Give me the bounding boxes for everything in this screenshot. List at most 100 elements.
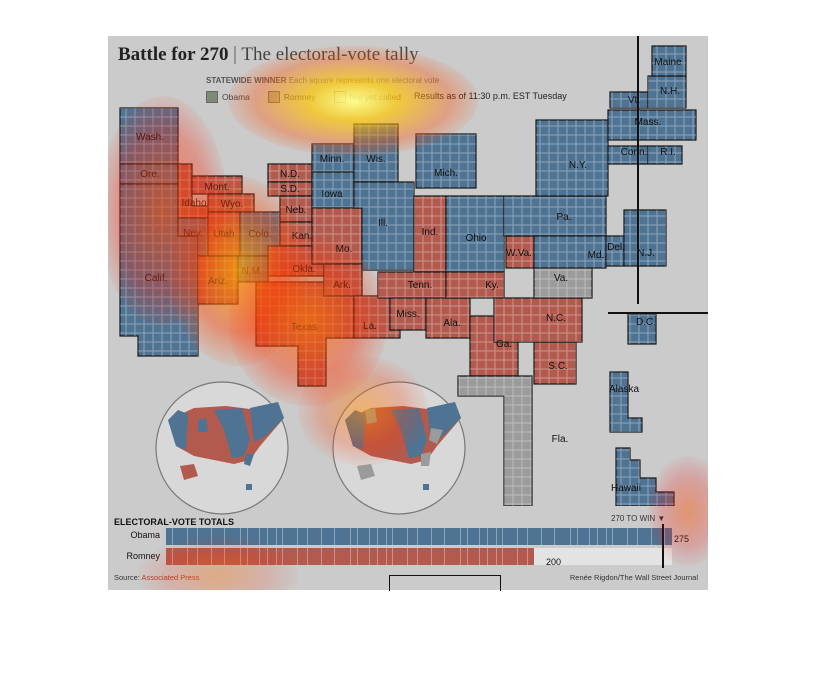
romney-bar-tick [350, 548, 351, 565]
state-label-conn: Conn. [621, 147, 648, 158]
state-grid-dc [628, 314, 656, 344]
state-label-iowa: Iowa [321, 189, 343, 200]
obama-bar-tick [606, 528, 607, 545]
state-label-nj: N.J. [637, 248, 655, 259]
state-label-sd: S.D. [280, 184, 299, 195]
state-label-ny: N.Y. [569, 160, 587, 171]
romney-bar-tick [240, 548, 241, 565]
state-grid-ind [414, 196, 446, 272]
romney-bar-tick [211, 548, 212, 565]
state-label-calif: Calif. [145, 273, 168, 284]
obama-bar-tick [350, 528, 351, 545]
state-label-tenn: Tenn. [408, 280, 432, 291]
obama-bar-tick [479, 528, 480, 545]
obama-bar-tick [627, 528, 628, 545]
state-label-nc: N.C. [546, 313, 566, 324]
source-name: Associated Press [141, 573, 200, 582]
state-grid-ohio [446, 196, 504, 272]
state-label-ore: Ore. [140, 169, 159, 180]
romney-bar-tick [307, 548, 308, 565]
romney-bar-tick [527, 548, 528, 565]
romney-bar-tick [267, 548, 268, 565]
selection-box [389, 575, 501, 591]
romney-bar-tick [247, 548, 248, 565]
state-grid-sc [534, 342, 576, 384]
romney-bar-fill [166, 548, 534, 565]
romney-bar-tick [259, 548, 260, 565]
obama-bar-tick [224, 528, 225, 545]
romney-bar-tick [467, 548, 468, 565]
obama-bar-tick [197, 528, 198, 545]
state-label-ind: Ind. [422, 227, 439, 238]
romney-bar-tick [407, 548, 408, 565]
crosshair-vertical [637, 36, 639, 304]
romney-bar-tick [417, 548, 418, 565]
romney-bar-tick [502, 548, 503, 565]
state-grid-mo [312, 208, 362, 264]
state-grid-alaska [610, 372, 642, 432]
obama-bar-tick [276, 528, 277, 545]
state-label-okla: Okla. [292, 264, 315, 275]
obama-bar-tick [589, 528, 590, 545]
crosshair-horizontal [608, 312, 708, 314]
state-grid-vt [610, 92, 648, 108]
state-grid-miss [390, 298, 426, 330]
obama-bar-tick [664, 528, 665, 545]
romney-label: Romney [126, 551, 160, 561]
obama-bar-tick [651, 528, 652, 545]
romney-total: 200 [546, 557, 562, 567]
state-grid-ri [648, 146, 682, 164]
romney-bar-tick [357, 548, 358, 565]
state-label-ri: R.I. [660, 147, 676, 158]
obama-bar-tick [282, 528, 283, 545]
obama-bar-tick [297, 528, 298, 545]
obama-bar-tick [467, 528, 468, 545]
state-label-colo: Colo. [248, 229, 271, 240]
obama-bar-tick [487, 528, 488, 545]
state-grid-iowa [312, 172, 354, 208]
source-note: Source: Associated Press [114, 573, 199, 582]
state-grid-maine [652, 46, 686, 76]
state-label-mich: Mich. [434, 168, 458, 179]
obama-bar-tick [502, 528, 503, 545]
obama-bar-tick [307, 528, 308, 545]
state-label-ill: Ill. [378, 218, 388, 229]
obama-bar-tick [612, 528, 613, 545]
romney-bar-tick [187, 548, 188, 565]
romney-bar-tick [460, 548, 461, 565]
state-grid-wva [506, 236, 534, 268]
obama-bar-tick [369, 528, 370, 545]
state-label-minn: Minn. [320, 154, 344, 165]
state-label-del: Del. [607, 242, 625, 253]
state-grid-nj [624, 210, 666, 266]
title-main: Battle for 270 [118, 44, 229, 65]
state-grid-tenn [378, 272, 446, 298]
state-grid-nh [648, 76, 686, 108]
obama-bar-tick [172, 528, 173, 545]
state-grid-del [606, 236, 624, 266]
state-label-ky: Ky. [485, 280, 499, 291]
state-label-neb: Neb. [285, 205, 306, 216]
obama-bar-tick [597, 528, 598, 545]
romney-bar-tick [431, 548, 432, 565]
romney-bar-tick [392, 548, 393, 565]
state-grid-pa [504, 196, 606, 236]
state-label-ga: Ga. [496, 339, 512, 350]
romney-bar-tick [172, 548, 173, 565]
state-label-ala: Ala. [443, 318, 460, 329]
obama-bar-fill [166, 528, 672, 545]
totals-heading: ELECTORAL-VOTE TOTALS [114, 517, 235, 527]
obama-bar-tick [357, 528, 358, 545]
state-grid-mass [608, 110, 696, 140]
state-label-mont: Mont. [204, 182, 229, 193]
state-label-mass: Mass. [635, 117, 662, 128]
to-win-label: 270 TO WIN ▼ [611, 514, 665, 523]
state-label-vt: Vt. [628, 95, 640, 106]
obama-bar-tick [444, 528, 445, 545]
globe-2008 [155, 381, 289, 515]
romney-bar-tick [377, 548, 378, 565]
state-label-wash: Wash. [136, 132, 164, 143]
to-win-marker: ▼ [657, 514, 666, 523]
results-timestamp: Results as of 11:30 p.m. EST Tuesday [414, 91, 567, 101]
obama-bar-tick [541, 528, 542, 545]
